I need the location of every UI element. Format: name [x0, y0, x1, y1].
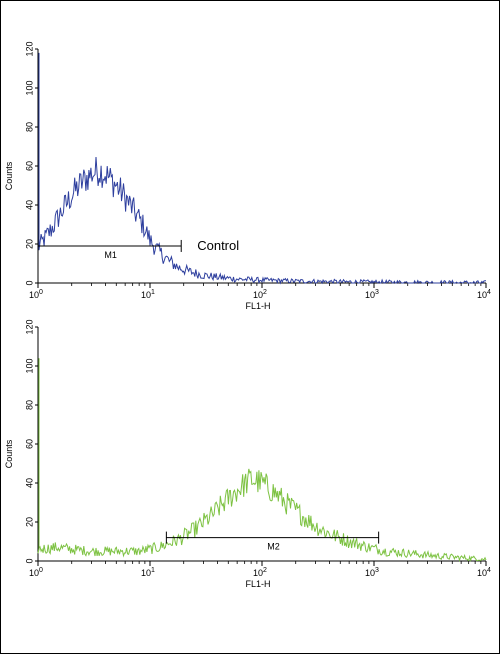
y-tick-label: 80: [24, 400, 34, 410]
y-tick-label: 40: [24, 200, 34, 210]
y-tick-label: 0: [24, 558, 34, 563]
gate-marker-m2: M2: [165, 531, 380, 552]
y-tick-label: 100: [24, 80, 34, 95]
x-tick-label: 100: [29, 567, 43, 578]
x-tick-label: 104: [477, 289, 491, 300]
x-tick-label: 103: [365, 567, 379, 578]
control-annotation: Control: [197, 238, 239, 253]
y-axis-title: Counts: [4, 439, 14, 468]
x-tick-label: 104: [477, 567, 491, 578]
gate-label: M1: [104, 250, 117, 260]
gate-label: M2: [267, 542, 280, 552]
x-tick-label: 102: [253, 289, 267, 300]
y-tick-label: 60: [24, 161, 34, 171]
y-tick-label: 20: [24, 517, 34, 527]
x-axis-title: FL1-H: [245, 301, 270, 311]
histogram-series-line: [37, 52, 486, 285]
histogram-series-line: [37, 358, 487, 563]
histogram-panel-2: 0 20 40 60 80 100 120 100 101 102 103 104 FL1-H Count…: [4, 319, 491, 589]
y-tick-label: 40: [24, 478, 34, 488]
x-tick-label: 100: [29, 289, 43, 300]
histogram-panel-1: 0 20 40 60 80 100 120 100 101 102 103 104 FL1-H Count…: [4, 41, 491, 311]
x-axis-title: FL1-H: [245, 579, 270, 589]
y-tick-label: 0: [24, 280, 34, 285]
y-axis-title: Counts: [4, 161, 14, 190]
x-tick-label: 102: [253, 567, 267, 578]
x-tick-label: 101: [141, 567, 155, 578]
y-tick-label: 80: [24, 122, 34, 132]
y-tick-label: 60: [24, 439, 34, 449]
y-tick-label: 20: [24, 239, 34, 249]
y-tick-label: 120: [24, 319, 34, 334]
x-tick-label: 103: [365, 289, 379, 300]
gate-marker-m1: M1: [37, 239, 182, 260]
y-tick-label: 120: [24, 41, 34, 56]
x-tick-label: 101: [141, 289, 155, 300]
y-tick-label: 100: [24, 358, 34, 373]
